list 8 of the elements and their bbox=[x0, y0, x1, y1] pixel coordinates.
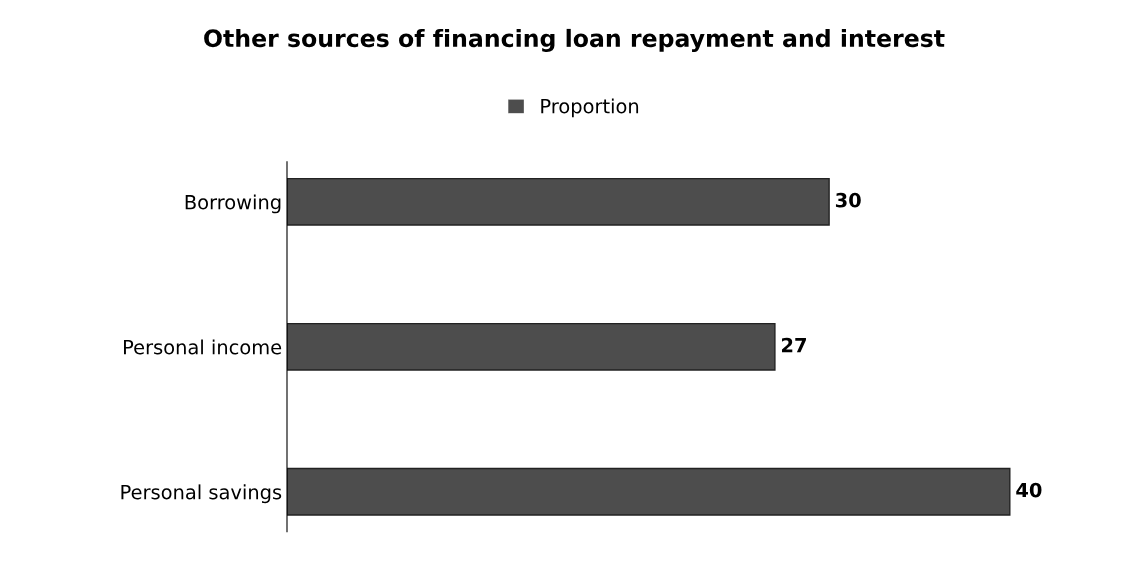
data-label: 27 bbox=[781, 337, 806, 353]
y-tick-label: Personal savings bbox=[121, 484, 282, 504]
legend-label: Proportion bbox=[541, 98, 639, 118]
data-label: 30 bbox=[835, 192, 861, 208]
data-label: 40 bbox=[1016, 482, 1042, 498]
chart-title: Other sources of financing loan repayment and interest bbox=[204, 28, 945, 52]
y-tick-label: Personal income bbox=[124, 339, 282, 355]
y-tick-label: Borrowing bbox=[185, 194, 281, 214]
